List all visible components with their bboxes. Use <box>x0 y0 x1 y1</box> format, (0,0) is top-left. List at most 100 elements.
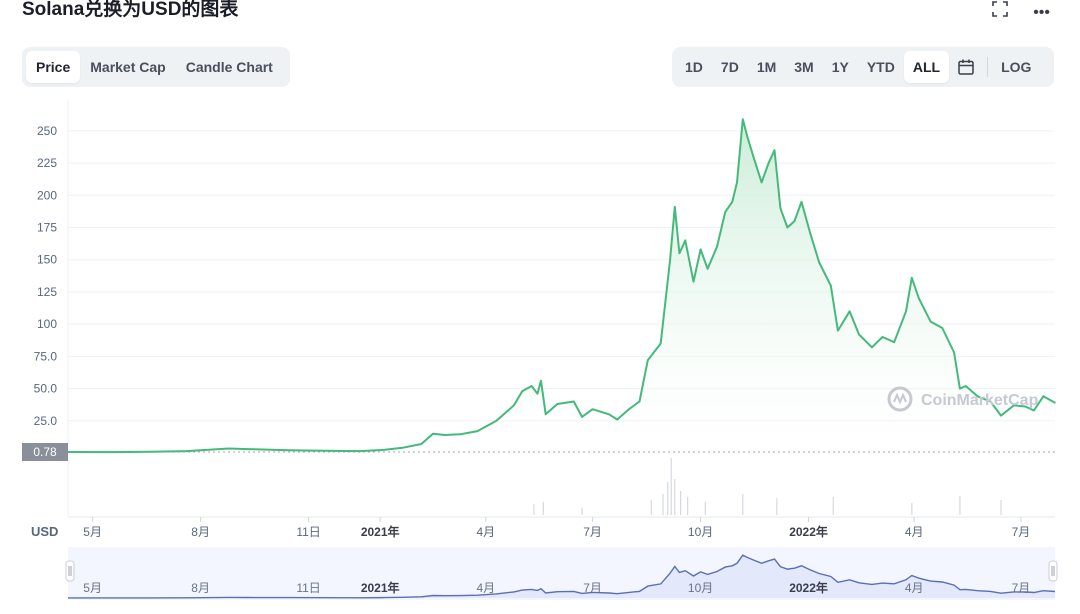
data-point <box>359 450 362 452</box>
range-1y[interactable]: 1Y <box>831 59 849 75</box>
data-point <box>544 413 547 416</box>
range-1d[interactable]: 1D <box>685 59 703 75</box>
navigator-tick-label: 11日 <box>296 581 320 595</box>
range-ytd[interactable]: YTD <box>866 59 895 75</box>
navigator-right-handle[interactable] <box>1048 560 1058 582</box>
range-3m[interactable]: 3M <box>794 59 814 75</box>
navigator-tick-label: 10月 <box>688 581 713 595</box>
data-point <box>767 162 770 164</box>
calendar-icon[interactable] <box>949 51 983 83</box>
data-point <box>673 206 676 208</box>
data-point <box>871 346 873 349</box>
data-point <box>513 404 515 407</box>
data-point <box>965 385 967 387</box>
watermark-text: CoinMarketCap <box>921 392 1039 409</box>
y-tick-label: 225 <box>37 156 57 170</box>
tab-price[interactable]: Price <box>26 51 81 83</box>
data-point <box>530 385 533 387</box>
data-point <box>905 310 907 313</box>
data-point <box>881 336 884 338</box>
data-point <box>608 413 610 416</box>
data-point <box>287 449 290 451</box>
data-point <box>773 149 776 152</box>
data-point <box>808 230 811 233</box>
data-point <box>684 239 687 242</box>
data-point <box>432 432 434 435</box>
data-point <box>443 434 446 436</box>
data-point <box>678 252 681 255</box>
data-point <box>150 451 153 453</box>
range-7d[interactable]: 7D <box>720 59 739 75</box>
data-point <box>1000 414 1002 417</box>
navigator-left-handle[interactable] <box>65 560 75 582</box>
data-point <box>830 284 832 287</box>
chart-type-tabs: Price Market Cap Candle Chart <box>22 47 290 87</box>
data-point <box>929 320 932 323</box>
currency-label: USD <box>31 524 58 539</box>
tab-market-cap[interactable]: Market Cap <box>90 59 166 75</box>
data-point <box>911 276 913 279</box>
navigator-area <box>68 555 1055 598</box>
watermark: CoinMarketCap <box>887 386 1039 412</box>
data-point <box>638 400 641 403</box>
data-point <box>384 448 386 451</box>
data-point <box>1042 395 1045 398</box>
data-point <box>752 155 755 158</box>
data-point <box>495 419 498 422</box>
fullscreen-icon[interactable] <box>991 0 1009 26</box>
data-point <box>731 200 734 203</box>
tab-divider <box>987 57 989 77</box>
data-point <box>246 448 249 450</box>
data-point <box>837 329 839 332</box>
data-point <box>742 118 744 121</box>
x-tick-label: 5月 <box>83 525 102 539</box>
data-point <box>736 181 738 184</box>
x-tick-label: 2022年 <box>789 524 828 539</box>
data-point <box>1013 404 1015 407</box>
data-point <box>591 408 594 410</box>
x-tick-label: 7月 <box>583 525 602 539</box>
y-tick-label: 25.0 <box>34 414 58 428</box>
x-tick-label: 10月 <box>688 525 713 539</box>
data-point <box>716 246 718 248</box>
data-point <box>1033 409 1035 412</box>
data-point <box>536 392 539 395</box>
current-price-tag <box>22 442 68 461</box>
data-point <box>556 403 559 405</box>
data-point <box>476 430 479 432</box>
navigator-tick-label: 5月 <box>83 581 102 595</box>
navigator-tick-label: 4月 <box>905 581 924 595</box>
data-point <box>108 451 110 453</box>
price-line <box>67 118 1056 454</box>
range-1m[interactable]: 1M <box>756 59 777 75</box>
data-point <box>918 297 920 300</box>
data-point <box>616 418 619 421</box>
data-point <box>760 181 763 184</box>
y-tick-label: 50.0 <box>34 382 58 396</box>
x-tick-label: 4月 <box>905 525 924 539</box>
range-navigator[interactable]: 5月 8月 11日 2021年 4月 7月 10月 2022年 4月 7月 <box>65 547 1058 600</box>
tab-candle-chart[interactable]: Candle Chart <box>185 59 273 75</box>
data-point <box>669 258 671 261</box>
more-icon[interactable]: ••• <box>1033 4 1050 21</box>
navigator-tick-label: 8月 <box>191 581 210 595</box>
y-tick-label: 200 <box>37 188 57 202</box>
navigator-tick-label: 7月 <box>1012 581 1031 595</box>
current-price-label: 0.78 <box>33 445 57 459</box>
x-tick-label: 4月 <box>476 525 495 539</box>
data-point <box>941 327 944 329</box>
y-tick-label: 250 <box>37 124 57 138</box>
data-point <box>724 211 727 213</box>
x-tick-label: 8月 <box>191 525 210 539</box>
y-tick-label: 75.0 <box>34 349 58 363</box>
data-point <box>893 341 896 343</box>
data-point <box>779 207 782 209</box>
data-point <box>976 395 979 398</box>
range-all[interactable]: ALL <box>903 51 950 83</box>
navigator-selection <box>68 547 1055 600</box>
log-toggle[interactable]: LOG <box>1001 59 1032 75</box>
y-tick-label: 175 <box>37 221 57 235</box>
navigator-tick-label: 7月 <box>583 581 602 595</box>
data-point <box>521 390 523 392</box>
